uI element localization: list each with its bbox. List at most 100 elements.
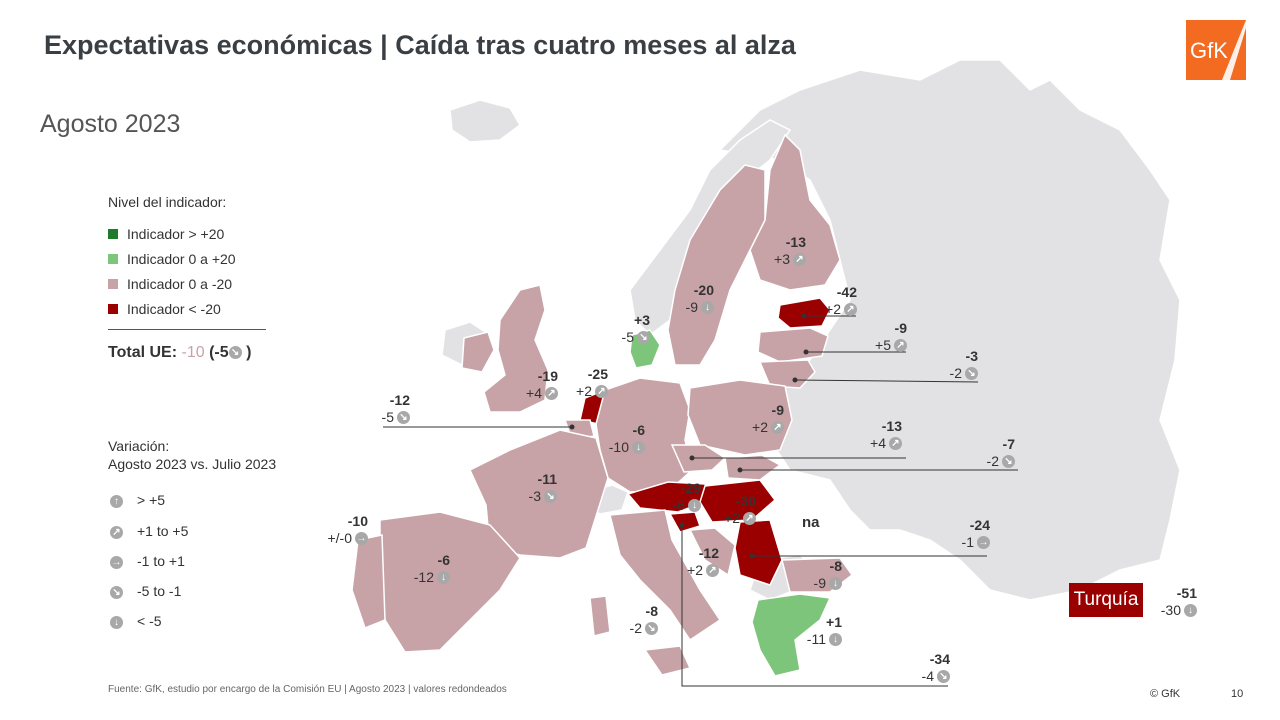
arrow-down-right-icon: ↘ (397, 411, 410, 424)
variation-title: Variación: Agosto 2023 vs. Julio 2023 (108, 438, 277, 472)
country-change: -10 ↓ (609, 439, 645, 456)
country-label-greece: +1 -11 ↓ (807, 614, 842, 648)
country-label-portugal: -6 -12 ↓ (414, 552, 450, 586)
country-label-luxembourg: -10 +/-0 → (327, 513, 368, 547)
arrow-up-right-icon: ↗ (595, 385, 608, 398)
map-poland (687, 379, 793, 456)
arrow-right-icon: → (110, 555, 123, 569)
legend-swatch (108, 254, 118, 265)
legend-item: Indicador 0 a +20 (108, 251, 236, 267)
country-value: -25 (587, 366, 608, 382)
country-change: -11 ↓ (807, 631, 842, 648)
country-value: -8 (829, 558, 842, 574)
arrow-up-right-icon: ↗ (889, 437, 902, 450)
country-label-italy: -8 -2 ↘ (630, 603, 658, 637)
country-change: -2 ↘ (950, 365, 978, 382)
country-value: -6 (437, 552, 450, 568)
map-france (469, 429, 609, 559)
country-value: -10 (347, 513, 368, 529)
map-italy (609, 509, 722, 642)
country-change: -5 ↘ (622, 329, 650, 346)
country-change: -2 ↘ (630, 620, 658, 637)
country-label-france: -11 -3 ↘ (529, 471, 557, 505)
arrow-down-right-icon: ↘ (1002, 455, 1015, 468)
legend-item: Indicador < -20 (108, 301, 221, 317)
arrow-up-right-icon: ↗ (110, 525, 123, 539)
arrow-down-right-icon: ↘ (110, 585, 123, 599)
arrow-down-icon: ↓ (701, 301, 714, 314)
country-change: +2 ↗ (825, 301, 857, 318)
country-label-slovakia: -7 -2 ↘ (987, 436, 1015, 470)
legend-swatch (108, 279, 118, 290)
page-title: Expectativas económicas | Caída tras cua… (44, 30, 796, 60)
country-change: +2 ↗ (687, 562, 719, 579)
legend-divider (108, 329, 266, 330)
country-change: -6 ↓ (673, 497, 701, 514)
country-change: -12 ↓ (414, 569, 450, 586)
arrow-up-right-icon: ↗ (844, 303, 857, 316)
legend-swatch (108, 229, 118, 240)
arrow-down-icon: ↓ (829, 577, 842, 590)
country-label-turkey: -51 -30 ↓ (1161, 585, 1197, 619)
country-change: -2 ↘ (987, 453, 1015, 470)
arrow-up-right-icon: ↗ (545, 387, 558, 400)
country-change: +/-0 → (327, 530, 368, 546)
map-uk (483, 284, 549, 413)
arrow-down-icon: ↓ (110, 615, 123, 629)
country-value: -9 (771, 402, 784, 418)
country-change: -9 ↓ (686, 299, 714, 316)
arrow-up-right-icon: ↗ (894, 339, 907, 352)
country-change: -30 ↓ (1161, 602, 1197, 619)
legend-title: Nivel del indicador: (108, 194, 227, 210)
country-label-belgium: -12 -5 ↘ (382, 392, 410, 426)
map-sweden (667, 164, 766, 366)
country-label-latvia: -9 +5 ↗ (875, 320, 907, 354)
map-slovenia (668, 511, 701, 533)
country-label-ireland: -19 +4 ↗ (526, 368, 558, 402)
country-change: +2 ↗ (576, 383, 608, 400)
country-label-czechia: -13 +4 ↗ (870, 418, 902, 452)
country-label-romania: -24 -1 → (962, 517, 990, 551)
country-value: -19 (537, 368, 558, 384)
arrow-down-right-icon: ↘ (637, 331, 650, 344)
arrow-down-right-icon: ↘ (937, 670, 950, 683)
legend-item: Indicador > +20 (108, 226, 224, 242)
map-slovakia (724, 454, 782, 481)
map-sardinia (589, 595, 611, 637)
country-value: -12 (698, 545, 719, 561)
country-value: -34 (929, 651, 950, 667)
country-change: +4 ↗ (870, 435, 902, 452)
country-value: +3 (634, 312, 650, 328)
country-label-finland: -13 +3 ↗ (774, 234, 806, 268)
arrow-down-icon: ↓ (437, 571, 450, 584)
variation-item: ↑ > +5 (110, 492, 165, 508)
total-eu: Total UE: -10 (-5 ↘ ) (108, 344, 252, 361)
country-value: -51 (1176, 585, 1197, 601)
map-croatia (688, 527, 736, 577)
country-change: +5 ↗ (875, 337, 907, 354)
country-value: -42 (836, 284, 857, 300)
arrow-up-right-icon: ↗ (706, 564, 719, 577)
map-romania (734, 519, 783, 586)
legend-item: Indicador 0 a -20 (108, 276, 232, 292)
country-value: -24 (969, 517, 990, 533)
map-germany (595, 377, 693, 493)
arrow-right-icon: → (355, 532, 368, 545)
country-value: -13 (785, 234, 806, 250)
country-label-germany: -6 -10 ↓ (609, 422, 645, 456)
map-ireland (461, 331, 495, 373)
map-sicily (643, 645, 692, 676)
copyright: © GfK (1150, 688, 1181, 700)
gfk-logo: GfK (1186, 20, 1246, 80)
map-latvia (757, 327, 829, 363)
country-change: -9 ↓ (814, 575, 842, 592)
country-change: +4 ↗ (526, 385, 558, 402)
country-label-denmark: +3 -5 ↘ (622, 312, 650, 346)
turkey-box: Turquía (1069, 583, 1143, 617)
variation-item: → -1 to +1 (110, 553, 185, 569)
legend-swatch (108, 304, 118, 315)
country-change: -4 ↘ (922, 668, 950, 685)
country-change: -1 → (961, 534, 990, 550)
na-label: na (802, 514, 820, 531)
country-change: +2 ↗ (752, 419, 784, 436)
